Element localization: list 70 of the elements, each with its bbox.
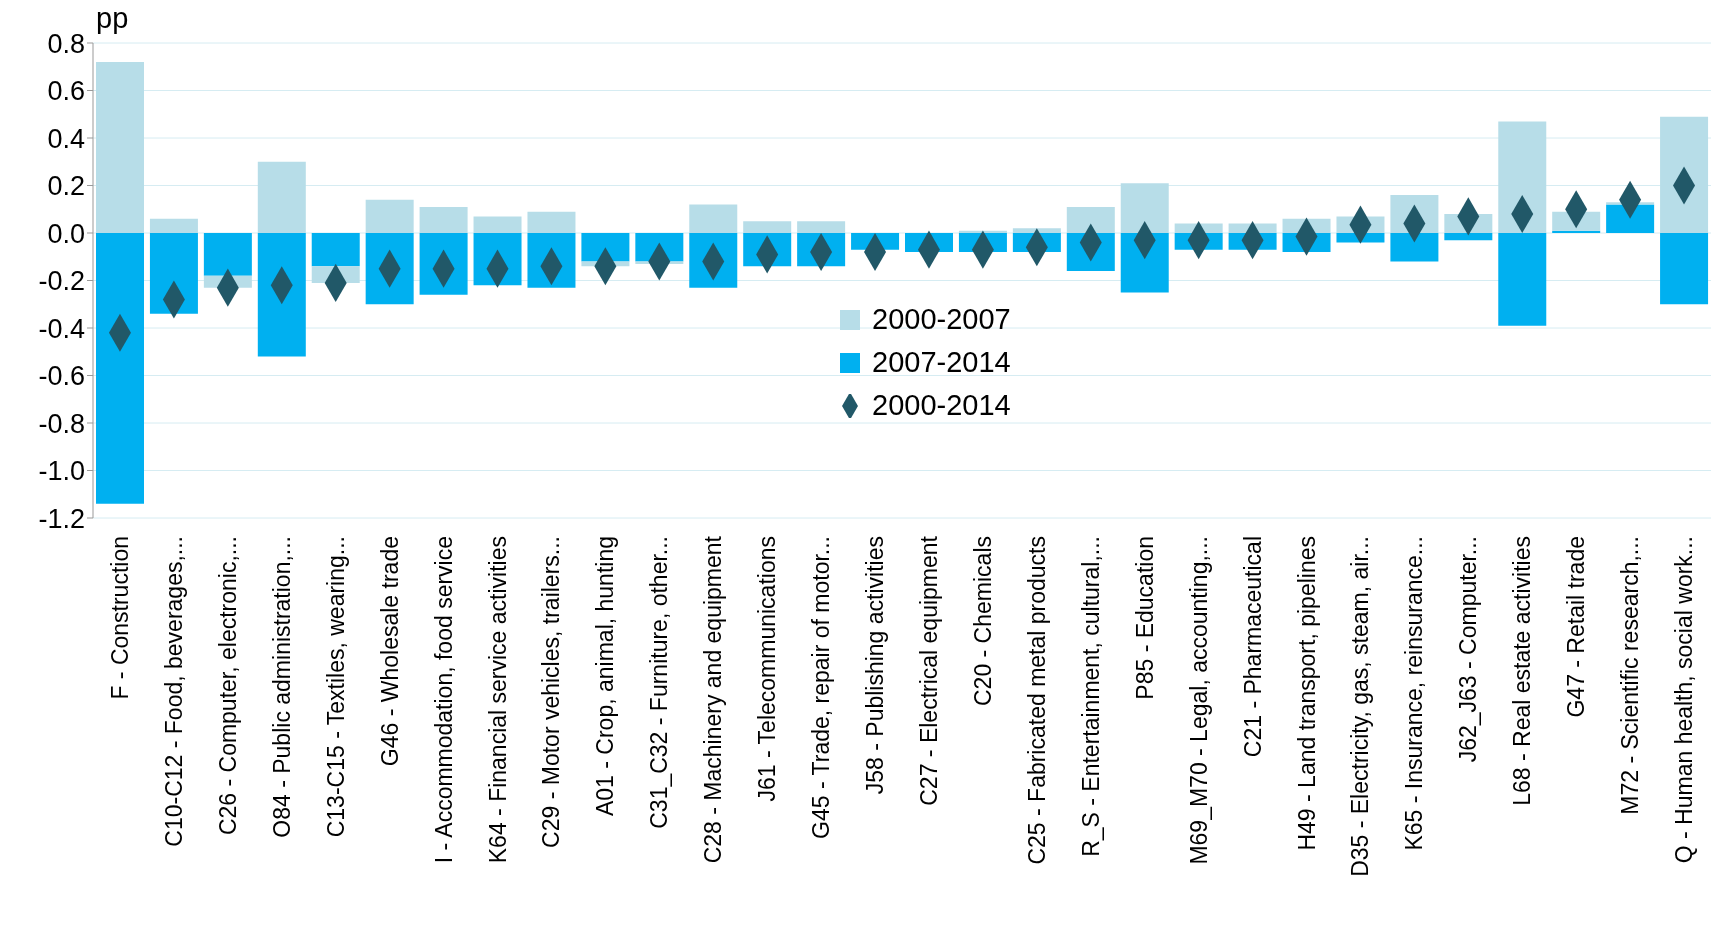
bar [527,211,576,233]
bar [1444,233,1493,241]
x-tick-label: J62_J63 - Computer... [1455,536,1482,763]
x-tick-label: C31_C32 - Furniture, other... [646,536,673,829]
x-tick-label: C27 - Electrical equipment [915,535,942,806]
bar [257,161,306,233]
bar [257,233,306,357]
x-tick-label: A01 - Crop, animal, hunting [592,536,619,816]
y-tick-label: -0.4 [38,313,85,344]
y-axis-title: pp [96,2,129,35]
x-tick-label: K64 - Financial service activities [484,536,511,864]
x-tick-label: G47 - Retail trade [1563,536,1590,718]
y-tick-label: 0.8 [47,28,85,59]
legend-label: 2007-2014 [872,346,1011,379]
x-tick-label: M72 - Scientific research,... [1617,536,1644,815]
y-tick-label: -1.2 [38,503,85,534]
bar [1120,183,1169,233]
bar [689,204,738,233]
x-tick-label: G46 - Wholesale trade [376,536,403,767]
bar [1660,116,1709,233]
x-tick-label: P85 - Education [1131,536,1158,700]
bar [311,233,360,267]
x-tick-label: I - Accommodation, food service [430,536,457,864]
bar [419,206,468,233]
bar [1012,228,1061,233]
x-tick-label: R_S - Entertainment, cultural,... [1077,536,1104,857]
y-tick-label: -1.0 [38,456,85,487]
x-tick-label: H49 - Land transport, pipelines [1293,536,1320,851]
y-tick-label: 0.0 [47,218,85,249]
x-tick-label: G45 - Trade, repair of motor... [808,536,835,839]
bar [743,221,792,233]
x-tick-label: J58 - Publishing activities [862,536,889,795]
x-tick-label: C10-C12 - Food, beverages,... [160,536,187,847]
bar [365,199,414,233]
bar [1660,233,1709,305]
x-tick-label: Q - Human health, social work... [1671,536,1698,864]
y-tick-label: -0.6 [38,361,85,392]
bar [797,221,846,233]
x-tick-label: C13-C15 - Textiles, wearing... [322,536,349,838]
x-tick-label: D35 - Electricity, gas, steam, air... [1347,536,1374,877]
bar [581,233,630,262]
x-tick-label: C28 - Machinery and equipment [700,535,727,864]
bar [96,233,144,504]
bar [473,216,522,233]
bar [1498,233,1547,326]
x-tick-label: F - Construction [106,536,133,700]
bar [1606,204,1655,233]
bar [1498,121,1547,233]
y-tick-label: -0.2 [38,266,85,297]
y-tick-label: 0.2 [47,171,85,202]
x-tick-label: C21 - Pharmaceutical [1239,536,1266,758]
x-tick-label: L68 - Real estate activities [1509,536,1536,806]
x-tick-label: C25 - Fabricated metal products [1023,536,1050,865]
bar [1066,206,1115,233]
bar [1390,233,1439,262]
legend-label: 2000-2014 [872,389,1011,422]
x-tick-label: O84 - Public administration,... [268,536,295,838]
bar [203,233,252,276]
x-tick-label: C26 - Computer, electronic,... [214,536,241,836]
bar [96,62,144,233]
x-tick-label: K65 - Insurance, reinsurance... [1401,536,1428,851]
x-tick-label: J61 - Telecommunications [754,536,781,802]
legend-label: 2000-2007 [872,303,1011,336]
x-tick-label: C20 - Chemicals [969,536,996,706]
x-tick-label: C29 - Motor vehicles, trailers... [538,536,565,848]
y-tick-label: -0.8 [38,408,85,439]
y-tick-label: 0.6 [47,76,85,107]
y-tick-label: 0.4 [47,123,85,154]
bar [149,218,198,233]
x-tick-label: M69_M70 - Legal, accounting,... [1185,536,1212,865]
